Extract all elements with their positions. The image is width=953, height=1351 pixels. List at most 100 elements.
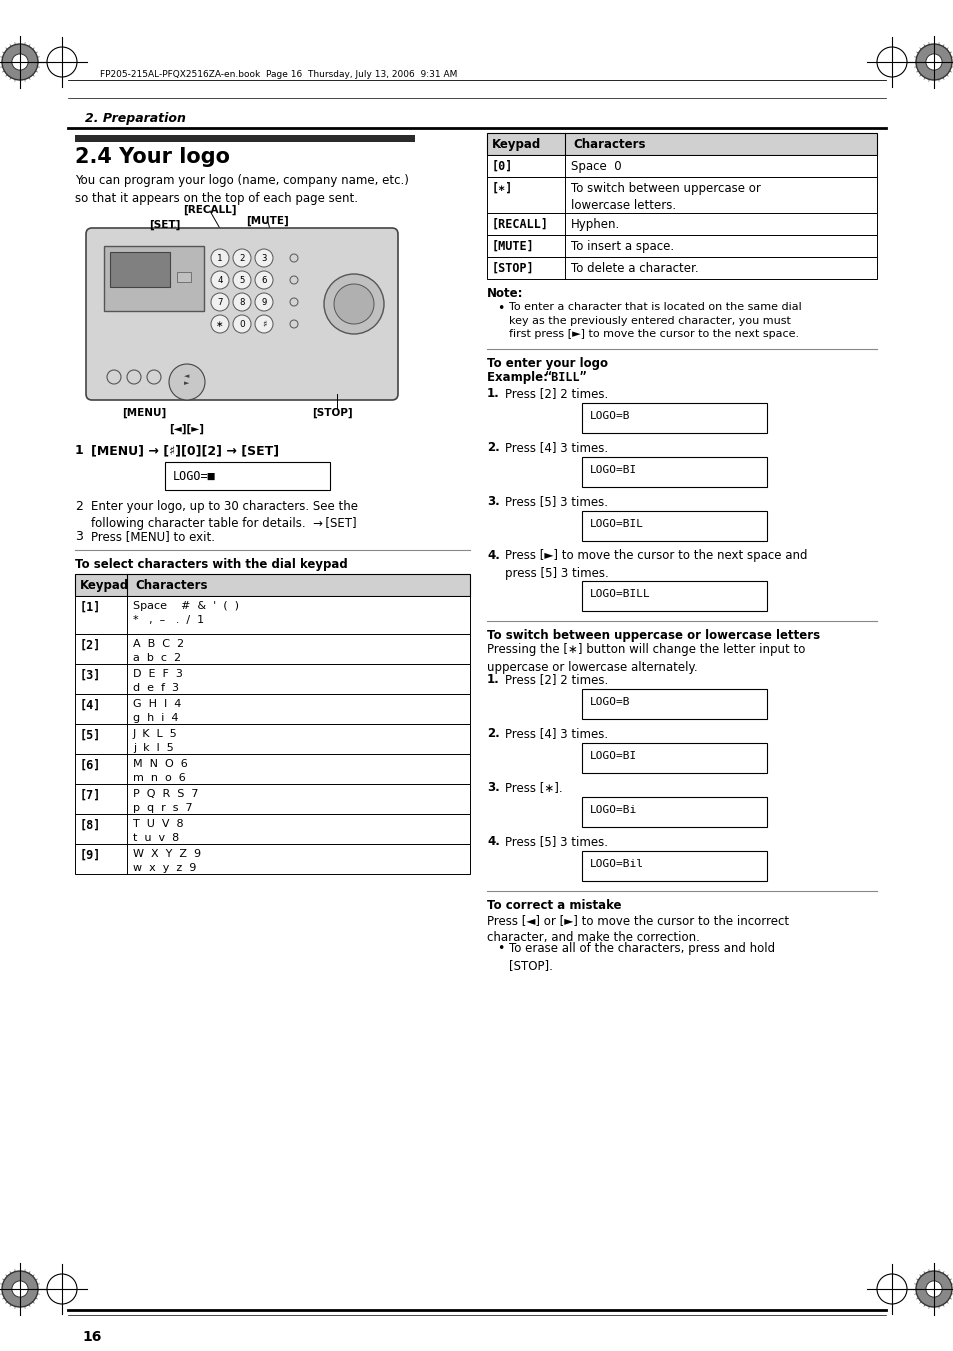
Text: Press [2] 2 times.: Press [2] 2 times. (504, 673, 608, 686)
Text: 16: 16 (82, 1329, 101, 1344)
Text: Hyphen.: Hyphen. (571, 218, 619, 231)
Bar (486, 155, 876, 177)
Circle shape (254, 293, 273, 311)
Text: To correct a mistake: To correct a mistake (486, 898, 620, 912)
Text: LOGO=B: LOGO=B (589, 697, 630, 707)
Text: M  N  O  6
m  n  o  6: M N O 6 m n o 6 (132, 759, 188, 784)
Bar (75, 724, 470, 754)
Text: W  X  Y  Z  9
w  x  y  z  9: W X Y Z 9 w x y z 9 (132, 848, 201, 873)
Text: T  U  V  8
t  u  v  8: T U V 8 t u v 8 (132, 819, 183, 843)
Bar (75, 754, 470, 784)
Text: [4]: [4] (80, 698, 101, 712)
Circle shape (233, 249, 251, 267)
Circle shape (11, 54, 28, 70)
Circle shape (334, 284, 374, 324)
Text: LOGO=BI: LOGO=BI (589, 465, 637, 476)
Text: To switch between uppercase or lowercase letters: To switch between uppercase or lowercase… (486, 630, 820, 642)
Text: Press [◄] or [►] to move the cursor to the incorrect
character, and make the cor: Press [◄] or [►] to move the cursor to t… (486, 915, 788, 944)
Circle shape (211, 315, 229, 332)
Bar (486, 257, 876, 280)
Bar (75, 596, 470, 634)
Text: To insert a space.: To insert a space. (571, 240, 674, 253)
Text: •: • (497, 303, 504, 315)
Text: [0]: [0] (492, 159, 513, 173)
Text: To enter a character that is located on the same dial
key as the previously ente: To enter a character that is located on … (509, 303, 801, 339)
Circle shape (169, 363, 205, 400)
Bar (75, 135, 415, 142)
Text: LOGO=BI: LOGO=BI (589, 751, 637, 761)
Text: [7]: [7] (80, 789, 101, 802)
Circle shape (2, 45, 38, 80)
Text: Press [5] 3 times.: Press [5] 3 times. (504, 494, 607, 508)
Text: ►: ► (184, 380, 190, 386)
Text: [MUTE]: [MUTE] (247, 216, 289, 226)
Text: J  K  L  5
j  k  l  5: J K L 5 j k l 5 (132, 730, 177, 753)
Circle shape (254, 272, 273, 289)
Text: 3.: 3. (486, 494, 499, 508)
Circle shape (233, 293, 251, 311)
Bar (110, 253, 170, 286)
Text: You can program your logo (name, company name, etc.)
so that it appears on the t: You can program your logo (name, company… (75, 174, 409, 205)
Circle shape (211, 293, 229, 311)
Bar (581, 457, 766, 486)
Text: ♯: ♯ (261, 320, 266, 330)
Text: LOGO=■: LOGO=■ (172, 470, 215, 484)
Text: [RECALL]: [RECALL] (183, 205, 236, 215)
Text: [1]: [1] (80, 601, 101, 613)
Bar (177, 272, 191, 282)
Circle shape (211, 249, 229, 267)
Bar (486, 177, 876, 213)
Text: 1: 1 (217, 254, 222, 263)
Text: [MENU] → [♯][0][2] → [SET]: [MENU] → [♯][0][2] → [SET] (91, 444, 279, 457)
Bar (75, 574, 470, 596)
Text: LOGO=Bil: LOGO=Bil (589, 859, 643, 869)
Text: 1.: 1. (486, 673, 499, 686)
Text: “BILL”: “BILL” (543, 372, 586, 384)
Text: [9]: [9] (80, 848, 101, 862)
Text: 1: 1 (75, 444, 84, 457)
Text: [◄][►]: [◄][►] (170, 424, 204, 434)
Text: Keypad: Keypad (492, 138, 540, 151)
Text: 4.: 4. (486, 835, 499, 848)
Circle shape (915, 1271, 951, 1306)
Bar (486, 235, 876, 257)
Text: LOGO=BILL: LOGO=BILL (589, 589, 650, 598)
Circle shape (925, 54, 942, 70)
Bar (75, 694, 470, 724)
Text: [MUTE]: [MUTE] (492, 240, 535, 253)
Circle shape (254, 249, 273, 267)
Text: Note:: Note: (486, 286, 523, 300)
Text: 2: 2 (75, 500, 83, 513)
Text: Example:: Example: (486, 372, 552, 384)
Circle shape (233, 315, 251, 332)
Text: [SET]: [SET] (150, 220, 180, 230)
Bar (104, 246, 204, 311)
Text: [3]: [3] (80, 669, 101, 682)
Text: 3.: 3. (486, 781, 499, 794)
Text: To erase all of the characters, press and hold
[STOP].: To erase all of the characters, press an… (509, 942, 774, 973)
Text: 3: 3 (75, 530, 83, 543)
Text: Press [4] 3 times.: Press [4] 3 times. (504, 440, 607, 454)
Text: •: • (497, 942, 504, 955)
Text: To switch between uppercase or
lowercase letters.: To switch between uppercase or lowercase… (571, 182, 760, 212)
Text: Space  0: Space 0 (571, 159, 621, 173)
Text: LOGO=BIL: LOGO=BIL (589, 519, 643, 530)
Circle shape (324, 274, 384, 334)
Text: 5: 5 (239, 276, 244, 285)
Text: [STOP]: [STOP] (492, 262, 535, 276)
Text: Characters: Characters (573, 138, 645, 151)
Bar (75, 784, 470, 815)
Bar (75, 663, 470, 694)
Text: [5]: [5] (80, 730, 101, 742)
Text: 4.: 4. (486, 549, 499, 562)
Text: Press [4] 3 times.: Press [4] 3 times. (504, 727, 607, 740)
Text: Press [2] 2 times.: Press [2] 2 times. (504, 386, 608, 400)
Text: To enter your logo: To enter your logo (486, 357, 607, 370)
Text: [RECALL]: [RECALL] (492, 218, 548, 231)
Text: To delete a character.: To delete a character. (571, 262, 698, 276)
Bar (486, 132, 876, 155)
Bar (581, 511, 766, 540)
Text: G  H  I  4
g  h  i  4: G H I 4 g h i 4 (132, 698, 181, 723)
Text: 2.4 Your logo: 2.4 Your logo (75, 147, 230, 168)
Bar (581, 743, 766, 773)
